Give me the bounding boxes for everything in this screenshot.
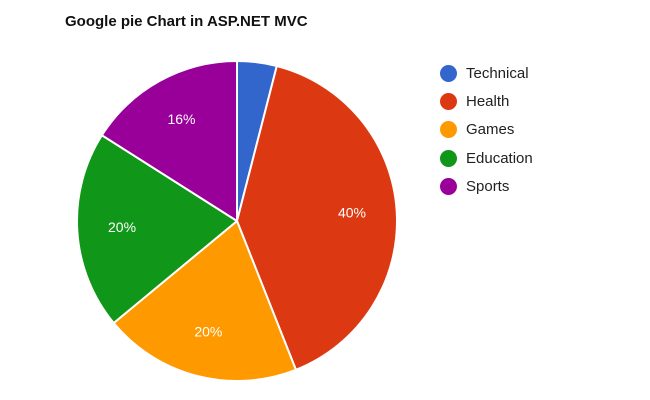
legend-label: Health	[466, 92, 510, 110]
legend-item-health[interactable]: Health	[440, 87, 533, 115]
pie-slice-games[interactable]	[112, 220, 297, 382]
legend-label: Education	[466, 149, 533, 167]
legend-swatch-games	[440, 121, 457, 139]
legend-label: Technical	[466, 64, 529, 82]
legend-swatch-technical	[440, 64, 457, 82]
slice-label-games: 20%	[194, 323, 222, 339]
chart-title: Google pie Chart in ASP.NET MVC	[65, 13, 308, 30]
pie-slice-sports[interactable]	[100, 60, 238, 222]
pie-slice-health[interactable]	[236, 65, 398, 371]
slice-label-education: 20%	[108, 219, 136, 235]
legend: Technical Health Games Education Sports	[440, 59, 533, 200]
slice-label-health: 40%	[338, 204, 366, 220]
slice-label-sports: 16%	[167, 111, 195, 127]
legend-swatch-sports	[440, 177, 457, 195]
legend-swatch-health	[440, 92, 457, 110]
legend-label: Sports	[466, 177, 510, 195]
legend-item-education[interactable]: Education	[440, 144, 533, 172]
pie-slice-education[interactable]	[76, 134, 238, 324]
legend-item-technical[interactable]: Technical	[440, 59, 533, 87]
legend-item-games[interactable]: Games	[440, 116, 533, 144]
legend-item-sports[interactable]: Sports	[440, 172, 533, 200]
legend-label: Games	[466, 121, 515, 139]
legend-swatch-education	[440, 149, 457, 167]
